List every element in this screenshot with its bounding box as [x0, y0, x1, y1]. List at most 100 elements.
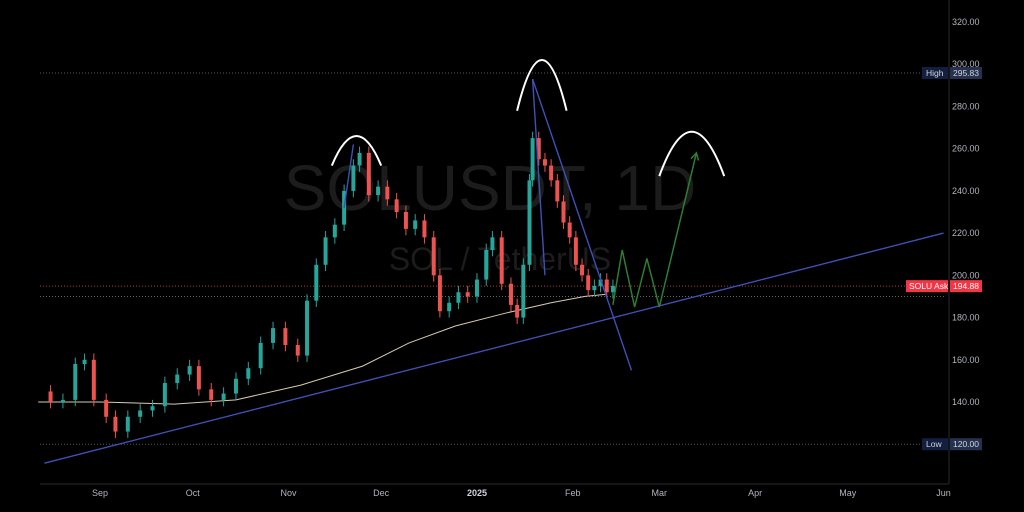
high-label: High: [926, 68, 944, 78]
x-tick-label: Apr: [748, 488, 762, 498]
candle-body: [366, 152, 371, 196]
high-value-bg: [950, 67, 982, 80]
trendline[interactable]: [44, 232, 944, 464]
candle-body: [530, 138, 535, 181]
y-tick-label: 320.00: [952, 17, 980, 27]
head-shoulders-arc[interactable]: [330, 135, 383, 166]
high-label-bg: [922, 67, 948, 80]
y-tick-label: 180.00: [952, 313, 980, 323]
candle-body: [604, 279, 609, 293]
y-tick-label: 300.00: [952, 59, 980, 69]
candle-body: [573, 237, 578, 265]
ask-label-bg: [906, 280, 948, 293]
candle-body: [221, 393, 226, 400]
candle-body: [323, 237, 328, 265]
trendline[interactable]: [343, 144, 355, 208]
candle-body: [351, 165, 356, 191]
head-shoulders-arc[interactable]: [516, 59, 568, 111]
candle-body: [465, 292, 470, 297]
ask-tag: SOLU Ask 194.88: [906, 280, 982, 293]
candle-body: [610, 285, 615, 293]
candle-body: [474, 279, 479, 297]
candle-body: [508, 283, 513, 305]
y-tick-label: 260.00: [952, 144, 980, 154]
candle-body: [598, 279, 603, 286]
candle-body: [125, 416, 130, 432]
time-axis[interactable]: Sep Oct Nov Dec 2025 Feb Mar Apr May Jun: [40, 483, 951, 498]
high-value: 295.83: [953, 68, 979, 78]
candle-body: [484, 250, 489, 280]
moving-average: [38, 293, 607, 405]
price-axis[interactable]: 320.00 300.00 280.00 260.00 240.00 220.00 200.…: [948, 0, 980, 484]
head-shoulders-arc[interactable]: [658, 131, 726, 177]
candle-body: [357, 152, 362, 166]
projection-path[interactable]: [612, 152, 698, 308]
trendline[interactable]: [531, 78, 546, 276]
candle-body: [536, 138, 541, 160]
candle-body: [521, 264, 526, 318]
trendline[interactable]: [531, 78, 633, 371]
candle-body: [376, 186, 381, 196]
x-tick-label: Feb: [565, 488, 581, 498]
candle-body: [499, 237, 504, 284]
low-label: Low: [926, 439, 942, 449]
candle-body: [104, 399, 109, 417]
x-tick-label: Dec: [373, 488, 390, 498]
candle-body: [150, 406, 155, 411]
candle-body: [60, 399, 65, 402]
candle-body: [187, 366, 192, 375]
candle-body: [233, 378, 238, 394]
candle-body: [258, 342, 263, 369]
candle-body: [403, 212, 408, 229]
candles: [48, 131, 615, 438]
drawings: [44, 59, 944, 464]
candle-body: [542, 159, 547, 166]
price-tags: High 295.83 Low 120.00 SOLU Ask 194.88: [906, 67, 982, 451]
candle-body: [394, 199, 399, 212]
candle-body: [209, 389, 214, 400]
candle-body: [456, 292, 461, 303]
candle-body: [73, 364, 78, 400]
x-tick-label: Jun: [936, 488, 951, 498]
candle-body: [385, 186, 390, 200]
low-label-bg: [922, 438, 948, 451]
moving-average-line: [38, 293, 607, 405]
candle-body: [91, 359, 96, 400]
candle-body: [314, 264, 319, 301]
candle-body: [48, 391, 53, 402]
candle-body: [447, 302, 452, 312]
candle-body: [305, 300, 310, 356]
candle-body: [586, 275, 591, 291]
y-tick-label: 200.00: [952, 270, 980, 280]
candle-body: [527, 180, 532, 265]
candle-body: [138, 410, 143, 417]
high-tag: High 295.83: [922, 67, 982, 80]
candle-body: [515, 304, 520, 318]
projection-arrowhead: [690, 151, 700, 161]
candle-body: [561, 201, 566, 223]
candle-body: [422, 220, 427, 238]
candle-body: [175, 374, 180, 383]
x-tick-label: Oct: [186, 488, 201, 498]
x-tick-label: Nov: [280, 488, 297, 498]
low-value: 120.00: [953, 439, 979, 449]
low-value-bg: [950, 438, 982, 451]
candle-body: [490, 237, 495, 250]
ask-value-bg: [950, 280, 982, 293]
candle-body: [431, 237, 436, 276]
candle-body: [162, 383, 167, 407]
candle-body: [246, 368, 251, 379]
candle-body: [283, 328, 288, 345]
y-tick-label: 240.00: [952, 186, 980, 196]
candle-body: [196, 366, 201, 390]
candle-body: [271, 328, 276, 343]
y-tick-label: 160.00: [952, 355, 980, 365]
x-tick-label: Mar: [652, 488, 668, 498]
candle-body: [113, 416, 118, 432]
candle-body: [437, 275, 442, 312]
candle-body: [592, 285, 597, 291]
candle-body: [567, 222, 572, 238]
grid: [40, 72, 945, 445]
